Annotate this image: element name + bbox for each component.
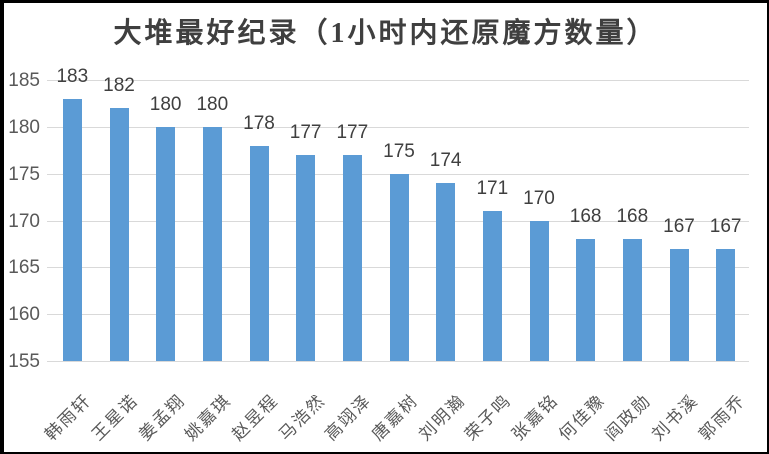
y-tick-label: 175 (8, 163, 40, 185)
category-label: 荣子鸣 (461, 390, 516, 445)
bar-value-label: 183 (56, 65, 89, 87)
bar-value-label: 168 (616, 206, 649, 228)
bar-value-label: 177 (336, 121, 369, 143)
category-label: 刘明瀚 (414, 390, 469, 445)
category-label: 马浩然 (274, 390, 329, 445)
category-label: 姜孟翔 (134, 390, 189, 445)
bar-value-label: 180 (196, 93, 229, 115)
bar (389, 173, 409, 361)
gridline (47, 80, 749, 81)
category-label: 姚嘉琪 (181, 390, 236, 445)
bar-value-label: 174 (429, 150, 462, 172)
bar-value-label: 182 (103, 75, 135, 97)
bar (62, 98, 82, 361)
gridline (47, 126, 749, 128)
bar (296, 154, 316, 361)
bar (202, 126, 222, 361)
bar (622, 239, 642, 361)
category-label: 张嘉铭 (508, 390, 562, 445)
category-label: 唐嘉树 (368, 390, 422, 445)
bar (109, 108, 129, 361)
bar (249, 145, 269, 361)
gridline (47, 361, 749, 362)
bar-value-label: 168 (569, 206, 602, 228)
bar (342, 154, 362, 361)
category-label: 赵昱程 (228, 390, 282, 445)
category-label: 高翊泽 (321, 390, 376, 445)
bar (482, 211, 502, 361)
bar (716, 248, 736, 361)
category-label: 刘书溪 (648, 390, 702, 445)
bar-value-label: 171 (476, 178, 509, 200)
bar-value-label: 178 (243, 112, 275, 134)
y-tick-label: 160 (8, 304, 40, 326)
y-tick-label: 170 (8, 210, 40, 232)
bar-value-label: 175 (383, 140, 415, 162)
y-tick-label: 180 (8, 116, 40, 138)
y-tick-label: 155 (8, 351, 40, 372)
bar-value-label: 170 (523, 187, 555, 209)
chart-title: 大堆最好纪录（1小时内还原魔方数量） (113, 18, 658, 49)
bar-value-label: 167 (663, 215, 695, 237)
bar-value-label: 167 (709, 215, 742, 237)
category-label: 郭雨乔 (694, 390, 749, 445)
y-tick-label: 185 (8, 70, 40, 91)
category-label: 阎政勋 (601, 390, 656, 445)
category-label: 王星诺 (88, 390, 142, 445)
bar (669, 248, 689, 361)
bar (529, 220, 549, 361)
bar (576, 239, 596, 361)
bar (436, 183, 456, 361)
bar-value-label: 180 (149, 93, 182, 115)
y-tick-label: 165 (8, 257, 40, 279)
category-label: 何佳豫 (554, 390, 609, 445)
bar-value-label: 177 (289, 121, 322, 143)
bar (156, 126, 176, 361)
category-label: 韩雨轩 (41, 390, 96, 445)
